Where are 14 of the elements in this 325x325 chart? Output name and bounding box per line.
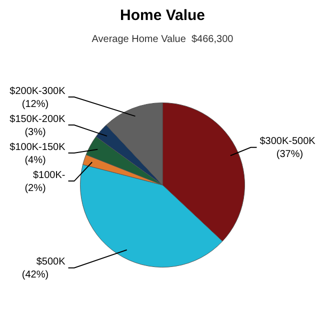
chart-title: Home Value (120, 7, 206, 24)
slice-label: $100K- (33, 170, 66, 181)
data-label: (4%) (24, 154, 46, 166)
slice-label: $300K-500K (260, 136, 316, 148)
slice-label: $100K-150K (10, 142, 66, 153)
data-label: (12%) (22, 98, 49, 110)
chart-subtitle: Average Home Value $466,300 (92, 34, 234, 45)
data-label: (37%) (276, 149, 304, 160)
slice-label: $500K (36, 256, 66, 268)
slice-label: $200K-300K (10, 86, 66, 97)
data-label: (42%) (22, 270, 49, 281)
slice-label: $150K-200K (10, 114, 66, 125)
data-label: (2%) (24, 182, 46, 194)
data-label: (3%) (24, 126, 46, 138)
